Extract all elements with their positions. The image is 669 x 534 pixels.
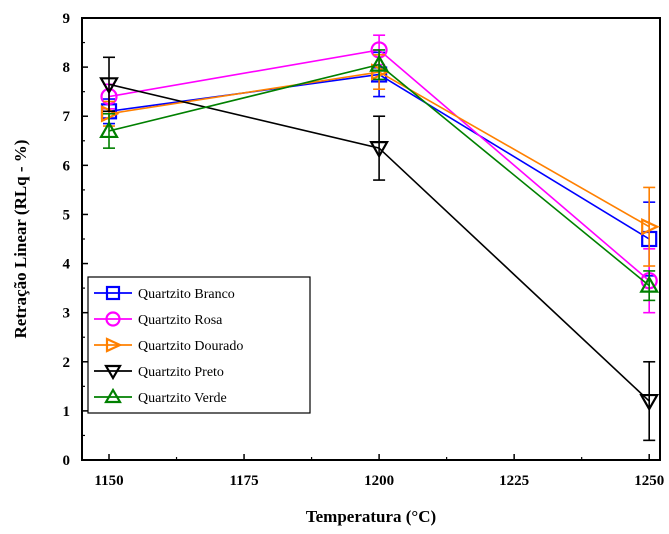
legend-item: Quartzito Verde [94, 387, 227, 406]
legend-item: Quartzito Dourado [94, 337, 243, 354]
y-tick-label: 5 [63, 207, 71, 223]
y-tick-label: 3 [63, 306, 71, 322]
x-tick-label: 1225 [499, 473, 529, 489]
x-tick-label: 1175 [229, 473, 258, 489]
y-tick-label: 9 [63, 11, 71, 27]
data-point-triangle-down [639, 393, 660, 412]
series-quartzito-preto [99, 56, 660, 442]
data-point-circle [105, 311, 121, 327]
legend-item: Quartzito Preto [94, 364, 224, 381]
x-axis-title: Temperatura (°C) [306, 507, 436, 526]
x-tick-label: 1250 [634, 473, 664, 489]
legend: Quartzito Branco Quartzito Rosa Quartzito … [87, 276, 311, 414]
y-tick-label: 2 [63, 355, 71, 371]
y-tick-label: 0 [63, 453, 71, 469]
data-point-triangle-up [99, 120, 119, 139]
data-point-triangle-down [99, 77, 119, 95]
data-point-triangle-down [104, 364, 122, 381]
series-layer [99, 34, 660, 442]
legend-label: Quartzito Branco [138, 287, 235, 302]
y-tick-label: 6 [63, 158, 71, 174]
y-tick-label: 1 [63, 404, 71, 420]
y-tick-label: 7 [63, 109, 71, 125]
data-point-triangle-right [641, 217, 660, 236]
x-tick-label: 1150 [94, 473, 123, 489]
data-point-triangle-up [369, 54, 389, 72]
data-point-triangle-down [369, 141, 389, 159]
series-quartzito-verde [99, 49, 660, 302]
plot-area: 0 1 2 3 4 5 6 7 8 9 1150 1175 1200 1225 1250 [63, 11, 665, 489]
data-point-triangle-right [105, 337, 123, 353]
legend-label: Quartzito Preto [138, 365, 224, 380]
legend-item: Quartzito Rosa [94, 311, 223, 328]
data-point-triangle-up [639, 275, 660, 293]
legend-label: Quartzito Verde [138, 391, 227, 406]
data-point-triangle-up [104, 387, 122, 404]
y-axis-title: Retração Linear (RLq - %) [11, 140, 30, 339]
y-tick-label: 8 [63, 60, 71, 76]
data-point-square [105, 285, 121, 301]
legend-label: Quartzito Rosa [138, 313, 223, 328]
legend-item: Quartzito Branco [94, 285, 235, 302]
legend-label: Quartzito Dourado [138, 339, 243, 354]
y-tick-label: 4 [63, 257, 71, 273]
x-tick-label: 1200 [364, 473, 394, 489]
